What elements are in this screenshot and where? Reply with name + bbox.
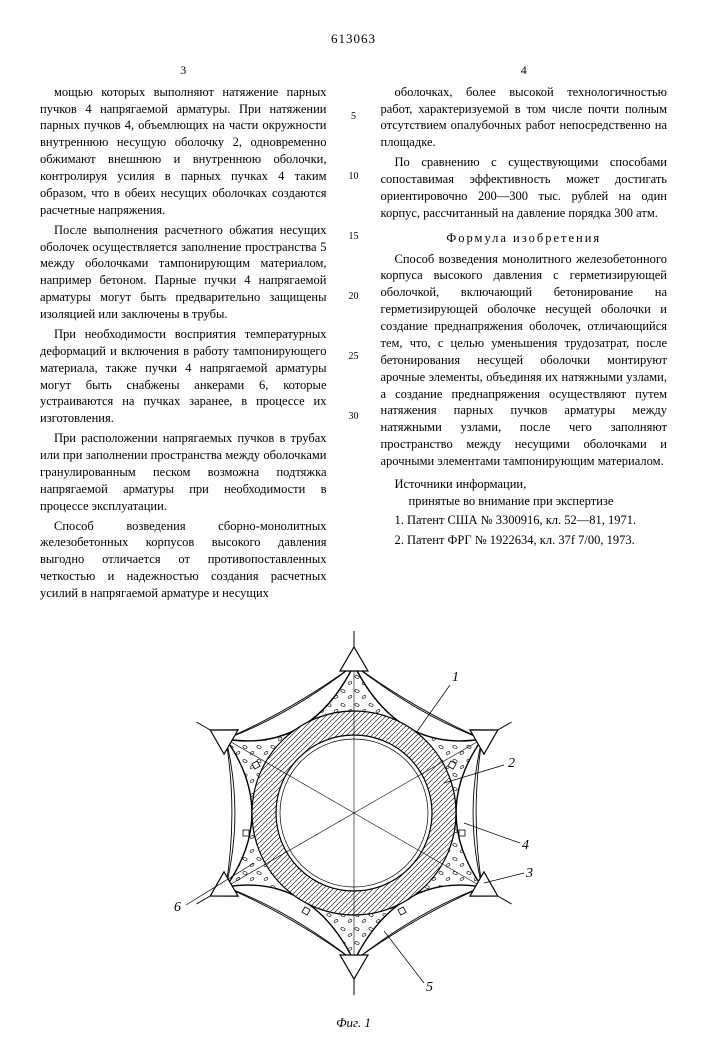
line-num: 15 <box>349 230 359 244</box>
line-num: 5 <box>351 110 356 124</box>
line-num: 30 <box>349 410 359 424</box>
figlabel-1: 1 <box>452 670 459 685</box>
figlabel-4: 4 <box>522 838 529 853</box>
para: По сравнению с существующими способами с… <box>381 154 668 222</box>
para: При расположении напрягаемых пучков в тр… <box>40 430 327 514</box>
para: оболочках, более высокой технологичность… <box>381 84 668 152</box>
col-right-number: 4 <box>381 62 668 78</box>
figure-svg: 1 2 3 4 5 6 <box>164 623 544 1003</box>
para: Способ возведения монолитного железобето… <box>381 251 668 470</box>
figlabel-2: 2 <box>508 756 515 771</box>
source-ref: 1. Патент США № 3300916, кл. 52—81, 1971… <box>381 512 668 529</box>
left-column: мощью которых выполняют натяжение парных… <box>40 84 327 602</box>
text-columns: 3 мощью которых выполняют натяжение парн… <box>40 62 667 605</box>
para: После выполнения расчетного обжатия несу… <box>40 222 327 323</box>
figlabel-3: 3 <box>525 866 533 881</box>
source-ref: 2. Патент ФРГ № 1922634, кл. 37f 7/00, 1… <box>381 532 668 549</box>
para: При необходимости восприятия температурн… <box>40 326 327 427</box>
sources-subtitle: принятые во внимание при экспертизе <box>381 493 668 510</box>
figlabel-6: 6 <box>174 900 181 915</box>
figlabel-5: 5 <box>426 980 433 995</box>
col-left-number: 3 <box>40 62 327 78</box>
line-num: 25 <box>349 350 359 364</box>
line-num: 10 <box>349 170 359 184</box>
line-number-gutter: 5 10 15 20 25 30 <box>347 62 361 605</box>
patent-number: 613063 <box>40 30 667 48</box>
right-column: оболочках, более высокой технологичность… <box>381 84 668 549</box>
para: Способ возведения сборно-монолитных желе… <box>40 518 327 602</box>
formula-title: Формула изобретения <box>381 230 668 247</box>
figure-caption: Фиг. 1 <box>40 1014 667 1032</box>
figure-1: 1 2 3 4 5 6 Фиг. 1 <box>40 623 667 1031</box>
para: мощью которых выполняют натяжение парных… <box>40 84 327 219</box>
sources-title: Источники информации, <box>381 476 668 493</box>
line-num: 20 <box>349 290 359 304</box>
